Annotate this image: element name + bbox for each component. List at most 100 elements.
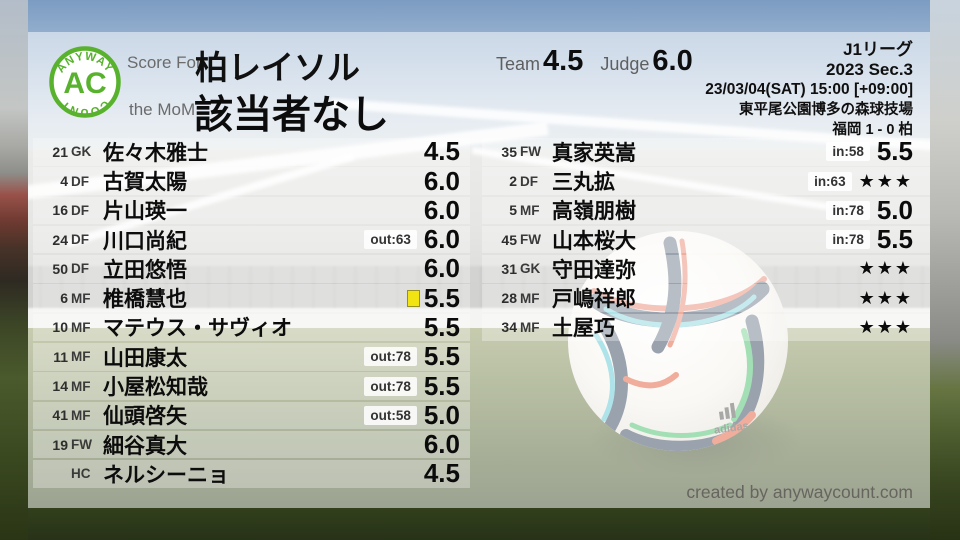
player-score: 5.5 — [423, 370, 460, 401]
substitution-badge: out:78 — [364, 376, 417, 396]
player-number: 4 — [60, 173, 68, 190]
player-position: MF — [520, 202, 540, 218]
judge-value: 6.0 — [652, 45, 693, 77]
player-row: 4 DF 古賀太陽 6.0 — [33, 165, 470, 196]
player-name: 椎橋慧也 — [103, 288, 187, 312]
player-position: DF — [71, 232, 89, 248]
player-position: MF — [71, 290, 91, 306]
player-number: 28 — [501, 290, 517, 307]
player-name: 高嶺朋樹 — [552, 200, 636, 224]
player-position: MF — [71, 349, 91, 365]
player-number: 24 — [52, 231, 68, 248]
player-position: DF — [71, 202, 89, 218]
player-number: 41 — [52, 407, 68, 424]
player-number: 31 — [501, 260, 517, 277]
player-number: 10 — [52, 319, 68, 336]
player-name: 山田康太 — [103, 346, 187, 370]
player-number: 5 — [509, 202, 517, 219]
player-name: 古賀太陽 — [103, 171, 187, 195]
player-position: FW — [520, 232, 541, 248]
player-row: 34 MF 土屋巧 ★★★ — [482, 313, 930, 342]
player-score: 6.0 — [423, 194, 460, 225]
player-score: 6.0 — [423, 429, 460, 460]
player-name: 佐々木雅士 — [103, 141, 208, 165]
player-position: MF — [71, 319, 91, 335]
season-section: 2023 Sec.3 — [826, 60, 913, 79]
player-score: 5.5 — [423, 341, 460, 372]
player-position: DF — [520, 173, 538, 189]
mom-label: the MoM — [129, 100, 196, 119]
match-info: J1リーグ 2023 Sec.3 23/03/04(SAT) 15:00 [+0… — [705, 40, 913, 140]
credit-text: created by anywaycount.com — [686, 482, 913, 502]
player-name: ネルシーニョ — [103, 463, 229, 487]
substitution-badge: out:58 — [364, 405, 417, 425]
substitution-badge: in:78 — [826, 230, 870, 250]
player-number: 35 — [501, 143, 517, 160]
player-position: DF — [71, 261, 89, 277]
player-name: 仙頭啓矢 — [103, 405, 187, 429]
player-score: 5.5 — [423, 282, 460, 313]
player-row: 24 DF 川口尚紀 out:63 6.0 — [33, 224, 470, 254]
player-row: 28 MF 戸嶋祥郎 ★★★ — [482, 284, 930, 312]
player-name: 片山瑛一 — [103, 200, 187, 224]
player-number: 19 — [52, 436, 68, 453]
stadium-left-edge — [0, 0, 28, 540]
player-position: MF — [71, 378, 91, 394]
player-row: 5 MF 高嶺朋樹 in:78 5.0 — [482, 194, 930, 225]
player-score: ★★★ — [858, 316, 913, 337]
player-score: ★★★ — [858, 170, 913, 191]
player-row: 19 FW 細谷真大 6.0 — [33, 429, 470, 460]
player-row: 10 MF マテウス・サヴィオ 5.5 — [33, 311, 470, 342]
player-number: 11 — [53, 348, 68, 365]
player-score: 6.0 — [423, 165, 460, 196]
player-position: MF — [71, 407, 91, 423]
player-row: 6 MF 椎橋慧也 5.5 — [33, 282, 470, 313]
player-score: 5.0 — [876, 194, 913, 225]
player-score: 5.5 — [423, 311, 460, 342]
substitution-badge: in:78 — [826, 200, 870, 220]
player-score: ★★★ — [858, 258, 913, 279]
player-row: 21 GK 佐々木雅士 4.5 — [33, 136, 470, 167]
player-name: 戸嶋祥郎 — [552, 288, 636, 312]
player-name: 土屋巧 — [552, 317, 615, 341]
player-score: 4.5 — [423, 136, 460, 167]
player-score: 5.0 — [423, 399, 460, 430]
player-name: 山本桜大 — [552, 229, 636, 253]
starters-list: 21 GK 佐々木雅士 4.5 4 DF 古賀太陽 6.0 16 DF 片山瑛一 — [33, 136, 470, 489]
player-position: MF — [520, 290, 540, 306]
judge-label: Judge — [600, 54, 650, 74]
player-position: HC — [71, 466, 91, 482]
overlay-panel — [28, 32, 930, 508]
player-row: HC ネルシーニョ 4.5 — [33, 458, 470, 488]
player-position: GK — [520, 261, 541, 277]
player-name: 守田達弥 — [552, 258, 636, 282]
player-row: 31 GK 守田達弥 ★★★ — [482, 255, 930, 283]
player-number: 2 — [509, 173, 517, 190]
player-name: 真家英嵩 — [552, 141, 636, 165]
substitution-badge: in:58 — [826, 142, 870, 162]
substitution-badge: out:78 — [364, 347, 417, 367]
player-name: 三丸拡 — [552, 171, 615, 195]
player-position: GK — [71, 144, 92, 160]
player-score: 6.0 — [423, 253, 460, 284]
player-name: マテウス・サヴィオ — [103, 317, 292, 341]
match-result: 福岡 1 - 0 柏 — [832, 122, 913, 138]
player-row: 11 MF 山田康太 out:78 5.5 — [33, 341, 470, 372]
player-row: 50 DF 立田悠悟 6.0 — [33, 253, 470, 284]
player-row: 41 MF 仙頭啓矢 out:58 5.0 — [33, 399, 470, 430]
player-number: 34 — [501, 319, 517, 336]
player-position: FW — [520, 144, 541, 160]
player-score: ★★★ — [858, 287, 913, 308]
substitution-badge: in:63 — [808, 171, 852, 191]
anywaycount-logo: ANYWAY AC COUNT — [49, 46, 121, 118]
logo-center-text: AC — [63, 67, 106, 100]
player-name: 細谷真大 — [103, 434, 187, 458]
player-number: 6 — [60, 290, 68, 307]
player-row: 14 MF 小屋松知哉 out:78 5.5 — [33, 370, 470, 401]
score-for-label: Score For — [127, 53, 202, 72]
player-score: 5.5 — [876, 136, 913, 167]
player-number: 14 — [52, 378, 68, 395]
yellow-card-icon — [406, 289, 420, 307]
player-position: MF — [520, 319, 540, 335]
